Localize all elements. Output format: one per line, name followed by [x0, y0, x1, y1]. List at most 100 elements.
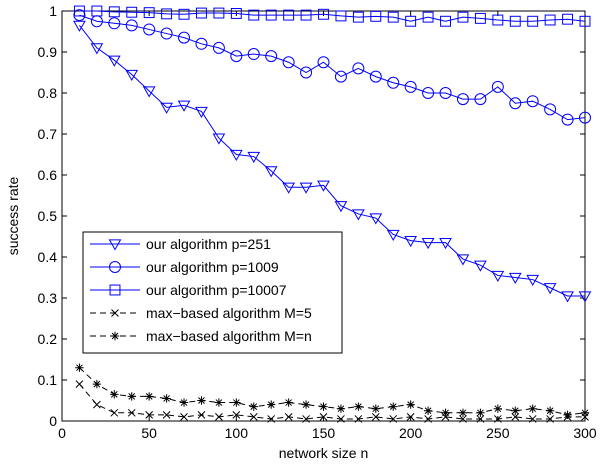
data-point: [229, 149, 243, 162]
data-point: [456, 254, 470, 266]
data-point: [509, 15, 521, 27]
data-point: [161, 8, 173, 20]
data-point: [491, 80, 504, 93]
data-point: [73, 20, 86, 32]
series-line-3: [79, 10, 586, 22]
data-point: [178, 8, 190, 20]
data-point: [160, 102, 173, 114]
data-point: [127, 408, 136, 417]
data-point: [282, 56, 295, 69]
data-point: [215, 413, 223, 421]
data-point: [247, 151, 261, 164]
data-point: [422, 87, 435, 99]
data-point: [508, 272, 522, 285]
data-point: [212, 133, 226, 145]
series-5: [75, 363, 590, 420]
data-point: [90, 43, 104, 55]
data-point: [387, 76, 400, 89]
series-group: [73, 5, 592, 423]
data-point: [526, 95, 539, 108]
legend-marker-1: [108, 239, 122, 251]
y-tick-label: 0.5: [38, 208, 58, 224]
data-point: [474, 260, 487, 272]
data-point: [145, 410, 154, 419]
legend-label-1: our algorithm p=251: [146, 236, 271, 252]
data-point: [284, 398, 293, 407]
x-tick-label: 150: [312, 425, 336, 441]
data-point: [318, 8, 329, 20]
data-point: [248, 9, 260, 21]
data-point: [160, 27, 173, 40]
data-point: [264, 166, 278, 178]
x-tick-label: 250: [486, 425, 510, 441]
data-point: [282, 182, 295, 194]
data-point: [423, 406, 433, 415]
data-point: [389, 402, 398, 411]
x-tick-label: 300: [573, 425, 597, 441]
data-point: [195, 37, 208, 50]
series-2: [73, 9, 591, 126]
data-point: [301, 400, 311, 409]
data-point: [284, 413, 293, 421]
data-point: [511, 406, 520, 415]
data-point: [317, 180, 330, 192]
series-1: [73, 20, 592, 303]
y-tick-label: 0.3: [38, 290, 58, 306]
data-point: [474, 93, 487, 106]
data-point: [300, 9, 312, 21]
data-point: [300, 66, 313, 79]
x-tick-label: 0: [58, 425, 66, 441]
data-point: [230, 50, 243, 63]
data-point: [214, 398, 224, 407]
data-point: [249, 402, 258, 411]
data-point: [386, 229, 400, 241]
data-point: [319, 402, 328, 411]
y-tick-label: 0.7: [38, 126, 58, 142]
legend: our algorithm p=251 our algorithm p=1009…: [82, 231, 343, 354]
data-point: [528, 415, 537, 423]
data-point: [404, 235, 418, 248]
data-point: [369, 70, 382, 83]
legend-marker-5: [110, 331, 120, 341]
data-point: [371, 413, 380, 421]
data-point: [232, 410, 241, 419]
y-axis-label: success rate: [5, 176, 21, 255]
data-point: [354, 415, 363, 423]
data-point: [511, 413, 520, 421]
data-point: [526, 274, 540, 287]
x-axis-label: network size n: [279, 445, 368, 461]
data-point: [317, 56, 330, 69]
axis-ticks: 0 50 100 150 200 250 300 0 0.1 0.2 0.3 0.4 0.5 0.6 0.7…: [38, 3, 597, 441]
data-point: [197, 410, 206, 419]
data-point: [476, 415, 485, 423]
data-point: [162, 410, 171, 419]
data-point: [283, 9, 295, 21]
data-point: [352, 209, 365, 221]
y-tick-label: 0.9: [38, 44, 58, 60]
y-tick-label: 0.8: [38, 85, 58, 101]
data-point: [212, 41, 225, 54]
data-point: [354, 402, 363, 411]
plot-area: [61, 10, 586, 422]
data-point: [580, 408, 590, 417]
data-point: [110, 390, 119, 399]
data-point: [299, 182, 313, 194]
data-point: [232, 398, 241, 407]
data-point: [107, 55, 121, 67]
data-point: [75, 380, 84, 388]
data-point: [544, 103, 557, 116]
data-point: [178, 31, 191, 44]
y-tick-label: 0: [49, 413, 57, 429]
data-point: [561, 291, 574, 303]
data-point: [126, 6, 138, 18]
data-point: [73, 9, 86, 22]
data-point: [493, 404, 503, 413]
data-point: [491, 270, 505, 282]
data-point: [492, 14, 504, 26]
data-point: [406, 400, 415, 409]
legend-marker-2: [109, 261, 121, 273]
data-point: [265, 9, 277, 21]
x-tick-label: 200: [399, 425, 423, 441]
data-point: [456, 93, 469, 106]
